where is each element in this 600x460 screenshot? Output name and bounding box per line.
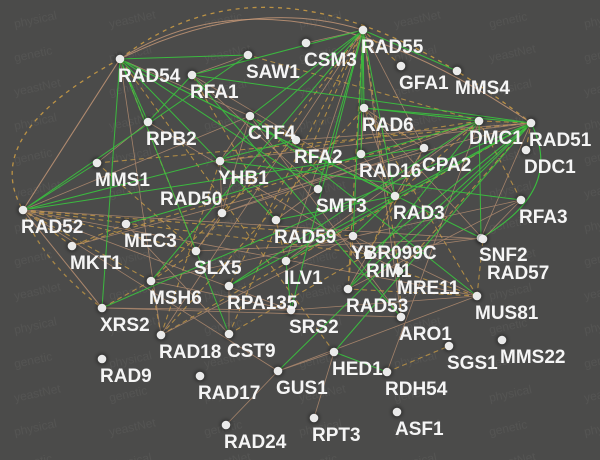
svg-text:physical: physical <box>583 8 600 31</box>
svg-text:yeastNet: yeastNet <box>13 279 63 303</box>
svg-text:RAD57: RAD57 <box>487 263 549 284</box>
svg-text:physical: physical <box>393 450 438 460</box>
svg-text:genetic: genetic <box>583 43 600 65</box>
svg-text:yeastNet: yeastNet <box>108 7 158 31</box>
svg-text:ILV1: ILV1 <box>284 268 323 289</box>
svg-text:RFA2: RFA2 <box>294 147 343 168</box>
svg-text:yeastNet: yeastNet <box>488 41 538 65</box>
svg-text:genetic: genetic <box>583 349 600 371</box>
svg-text:genetic: genetic <box>13 43 54 65</box>
svg-text:ASF1: ASF1 <box>395 419 444 440</box>
svg-text:physical: physical <box>583 416 600 439</box>
svg-text:SMT3: SMT3 <box>316 196 367 217</box>
svg-text:RAD51: RAD51 <box>529 130 592 151</box>
svg-text:yeastNet: yeastNet <box>393 7 443 31</box>
svg-text:physical: physical <box>393 348 438 371</box>
svg-text:GUS1: GUS1 <box>276 378 328 399</box>
svg-text:physical: physical <box>583 314 600 337</box>
svg-text:RAD55: RAD55 <box>361 37 424 58</box>
svg-text:DDC1: DDC1 <box>524 157 576 178</box>
svg-text:RPB2: RPB2 <box>146 129 197 150</box>
svg-text:MMS4: MMS4 <box>455 78 510 99</box>
svg-text:yeastNet: yeastNet <box>13 75 63 99</box>
svg-text:RAD54: RAD54 <box>118 66 181 87</box>
svg-text:genetic: genetic <box>13 451 54 460</box>
svg-text:MKT1: MKT1 <box>70 253 122 274</box>
svg-text:RAD50: RAD50 <box>160 189 222 210</box>
svg-text:genetic: genetic <box>488 417 529 439</box>
svg-text:physical: physical <box>13 8 58 31</box>
svg-text:GFA1: GFA1 <box>399 73 449 94</box>
svg-text:RAD52: RAD52 <box>21 217 83 238</box>
svg-text:yeastNet: yeastNet <box>108 415 158 439</box>
svg-text:genetic: genetic <box>583 247 600 269</box>
svg-text:MUS81: MUS81 <box>475 303 539 324</box>
svg-text:MEC3: MEC3 <box>124 231 177 252</box>
svg-text:physical: physical <box>488 382 533 405</box>
svg-text:RPA135: RPA135 <box>227 293 298 314</box>
svg-text:CSM3: CSM3 <box>304 50 357 71</box>
svg-text:yeastNet: yeastNet <box>583 75 600 99</box>
svg-text:DMC1: DMC1 <box>469 128 523 149</box>
svg-text:CST9: CST9 <box>227 341 276 362</box>
svg-text:SAW1: SAW1 <box>246 62 300 83</box>
svg-text:RFA3: RFA3 <box>519 207 568 228</box>
svg-text:RAD24: RAD24 <box>224 432 287 453</box>
svg-text:ARO1: ARO1 <box>399 324 452 345</box>
svg-text:genetic: genetic <box>488 9 529 31</box>
svg-text:physical: physical <box>583 212 600 235</box>
svg-text:physical: physical <box>298 8 343 31</box>
svg-text:physical: physical <box>13 416 58 439</box>
svg-text:HED1: HED1 <box>332 359 383 380</box>
svg-text:XRS2: XRS2 <box>100 315 150 336</box>
svg-text:yeastNet: yeastNet <box>488 449 538 460</box>
svg-text:SGS1: SGS1 <box>447 353 498 374</box>
svg-text:yeastNet: yeastNet <box>583 381 600 405</box>
svg-text:yeastNet: yeastNet <box>13 381 63 405</box>
svg-text:RFA1: RFA1 <box>190 82 239 103</box>
svg-text:yeastNet: yeastNet <box>298 75 348 99</box>
svg-text:CPA2: CPA2 <box>422 155 471 176</box>
svg-text:SLX5: SLX5 <box>194 258 242 279</box>
svg-text:RAD16: RAD16 <box>359 161 421 182</box>
svg-text:genetic: genetic <box>108 281 149 303</box>
svg-text:physical: physical <box>298 110 343 133</box>
svg-text:RAD18: RAD18 <box>159 342 221 363</box>
svg-text:RAD9: RAD9 <box>100 366 152 387</box>
svg-text:genetic: genetic <box>583 451 600 460</box>
svg-text:yeastNet: yeastNet <box>583 279 600 303</box>
svg-text:RAD6: RAD6 <box>362 115 414 136</box>
svg-text:CTF4: CTF4 <box>248 123 296 144</box>
svg-text:MMS22: MMS22 <box>500 347 565 368</box>
svg-text:yeastNet: yeastNet <box>203 143 253 167</box>
svg-text:RDH54: RDH54 <box>385 379 448 400</box>
svg-text:genetic: genetic <box>13 145 54 167</box>
svg-text:RAD59: RAD59 <box>274 227 336 248</box>
svg-text:SRS2: SRS2 <box>289 317 339 338</box>
svg-text:genetic: genetic <box>13 247 54 269</box>
svg-text:RPT3: RPT3 <box>312 425 361 446</box>
svg-text:YHB1: YHB1 <box>218 168 269 189</box>
svg-text:MRE11: MRE11 <box>397 278 460 299</box>
svg-text:physical: physical <box>13 314 58 337</box>
svg-text:RAD53: RAD53 <box>346 296 408 317</box>
svg-text:physical: physical <box>108 450 153 460</box>
svg-text:yeastNet: yeastNet <box>583 177 600 201</box>
svg-text:RAD17: RAD17 <box>198 383 260 404</box>
svg-text:MSH6: MSH6 <box>149 288 202 309</box>
svg-text:genetic: genetic <box>298 451 339 460</box>
svg-text:RAD3: RAD3 <box>393 203 445 224</box>
svg-text:MMS1: MMS1 <box>95 170 150 191</box>
svg-text:genetic: genetic <box>13 349 54 371</box>
